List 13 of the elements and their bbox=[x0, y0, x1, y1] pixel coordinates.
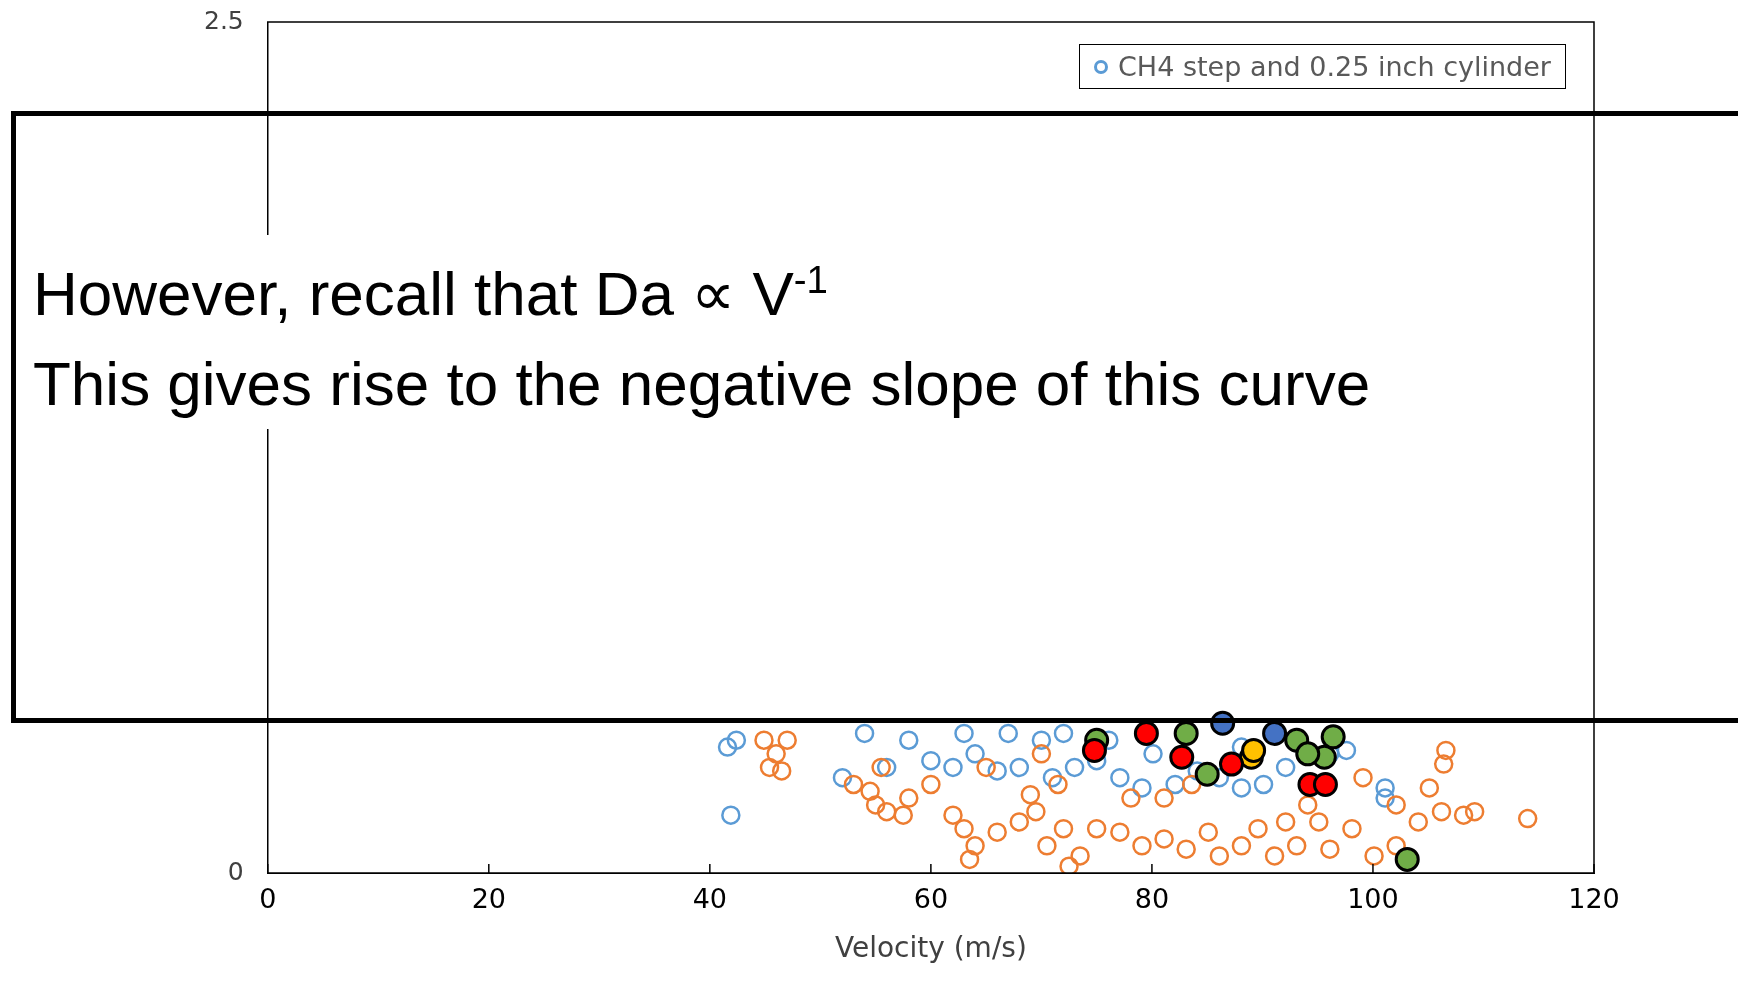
x-tick-label: 40 bbox=[692, 883, 728, 915]
x-tick-label: 80 bbox=[1134, 883, 1170, 915]
annotation: However, recall that Da ∝ V$^{-1}$ bbox=[33, 235, 828, 339]
x-tick-label: 0 bbox=[259, 883, 277, 915]
x-tick-label: 20 bbox=[471, 883, 506, 915]
y-tick-label: 2.5 bbox=[203, 5, 244, 35]
x-tick-label: 100 bbox=[1347, 883, 1399, 915]
x-axis-title: Velocity (m/s) bbox=[834, 931, 1027, 965]
annotation: This gives rise to the negative slope of this curve bbox=[33, 338, 1371, 429]
x-tick-label: 60 bbox=[913, 883, 949, 915]
legend-label: CH4 step and 0.25 inch cylinder bbox=[1118, 51, 1551, 82]
callout-box: However, recall that Da ∝ V$^{-1}$ This gives rise to the negative slope of this curve bbox=[11, 111, 1738, 723]
x-tick-label: 120 bbox=[1568, 883, 1620, 915]
